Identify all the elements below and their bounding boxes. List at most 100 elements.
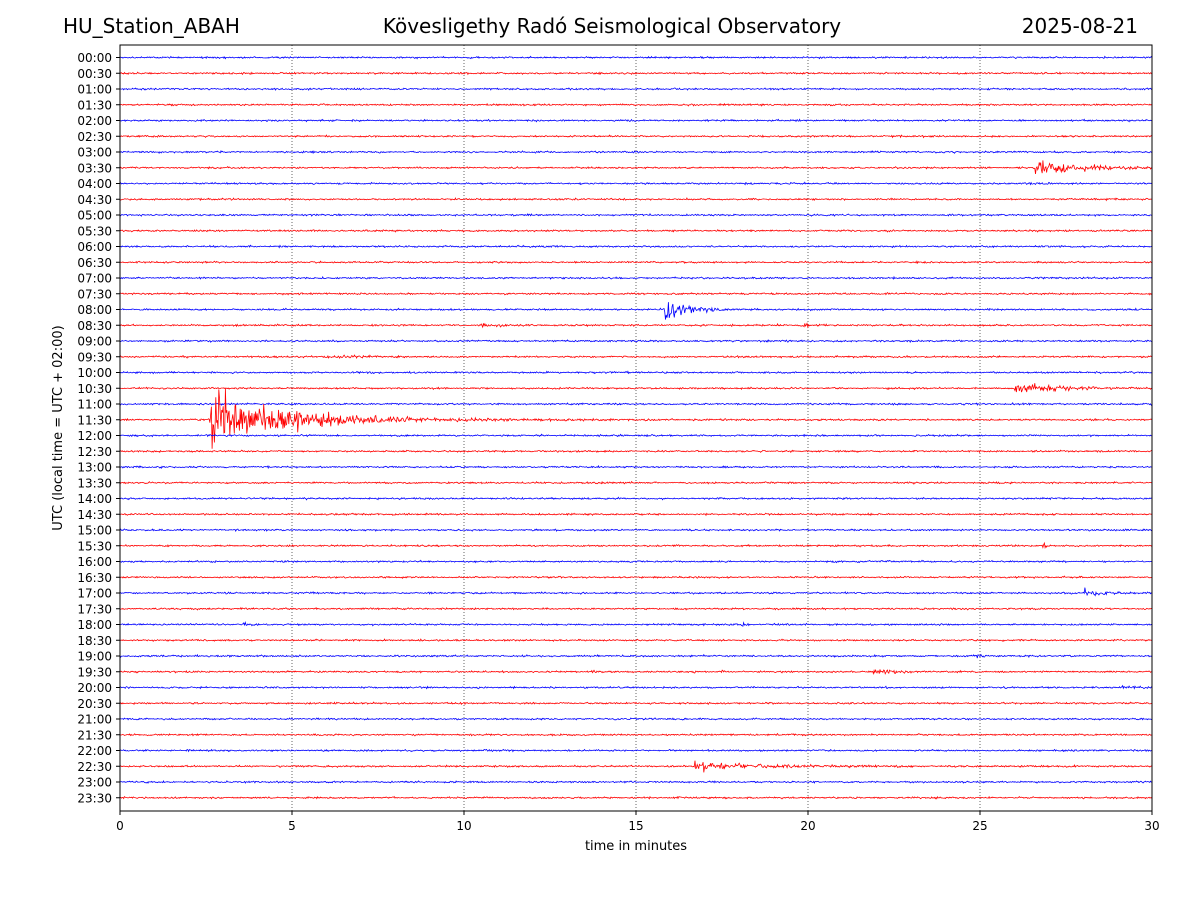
y-tick-label: 10:30	[77, 382, 112, 396]
trace-0230	[119, 134, 1153, 139]
station-name: HU_Station_ABAH	[63, 14, 240, 38]
y-tick-label: 09:00	[77, 335, 112, 349]
trace-1700	[119, 587, 1153, 597]
trace-0530	[119, 228, 1153, 233]
y-tick-label: 07:30	[77, 287, 112, 301]
y-axis-label: UTC (local time = UTC + 02:00)	[51, 325, 66, 530]
y-tick-label: 21:00	[77, 713, 112, 727]
x-tick-label: 15	[628, 819, 643, 833]
trace-2100	[119, 717, 1153, 721]
trace-1800	[119, 620, 1153, 627]
trace-2300	[119, 780, 1153, 784]
trace-1330	[119, 480, 1153, 485]
trace-0200	[119, 118, 1153, 123]
y-tick-label: 16:30	[77, 571, 112, 585]
y-tick-label: 19:00	[77, 650, 112, 664]
trace-1730	[119, 606, 1153, 611]
x-axis-label: time in minutes	[585, 839, 687, 854]
y-tick-label: 08:30	[77, 319, 112, 333]
y-tick-label: 03:30	[77, 161, 112, 175]
y-tick-label: 20:30	[77, 697, 112, 711]
trace-2230	[119, 760, 1153, 773]
chart-date: 2025-08-21	[1021, 14, 1138, 38]
trace-0800	[119, 302, 1153, 320]
trace-1100	[119, 401, 1153, 407]
trace-2130	[119, 732, 1153, 737]
y-tick-label: 18:30	[77, 634, 112, 648]
y-tick-label: 02:30	[77, 130, 112, 144]
trace-1600	[119, 559, 1153, 564]
grid-lines	[291, 45, 981, 811]
y-tick-label: 04:30	[77, 193, 112, 207]
trace-1030	[119, 383, 1153, 393]
trace-0400	[119, 181, 1153, 186]
y-tick-label: 19:30	[77, 665, 112, 679]
trace-1900	[119, 653, 1153, 659]
y-tick-label: 09:30	[77, 350, 112, 364]
y-tick-label: 17:00	[77, 587, 112, 601]
trace-0600	[119, 244, 1153, 249]
y-tick-label: 12:30	[77, 445, 112, 459]
y-tick-label: 15:00	[77, 524, 112, 538]
x-tick-label: 25	[972, 819, 987, 833]
y-tick-label: 23:00	[77, 776, 112, 790]
trace-0830	[119, 322, 1153, 329]
y-tick-label: 06:30	[77, 256, 112, 270]
y-tick-label: 07:00	[77, 272, 112, 286]
y-tick-label: 06:00	[77, 240, 112, 254]
trace-1500	[119, 528, 1153, 532]
x-tick-label: 0	[116, 819, 124, 833]
trace-2330	[119, 795, 1153, 800]
trace-0100	[120, 87, 1153, 91]
trace-1230	[119, 449, 1153, 454]
trace-1630	[119, 575, 1152, 580]
trace-1130	[119, 388, 1153, 449]
trace-0700	[119, 275, 1153, 280]
trace-1930	[119, 668, 1153, 675]
trace-2030	[119, 701, 1153, 706]
y-tick-label: 02:00	[77, 114, 112, 128]
y-tick-label: 10:00	[77, 366, 112, 380]
trace-1400	[119, 496, 1153, 501]
y-tick-label: 05:30	[77, 224, 112, 238]
y-tick-label: 23:30	[77, 791, 112, 805]
trace-0930	[119, 354, 1153, 359]
y-tick-label: 03:00	[77, 146, 112, 160]
y-tick-label: 01:30	[77, 98, 112, 112]
y-tick-label: 17:30	[77, 602, 112, 616]
y-tick-label: 11:30	[77, 413, 112, 427]
x-tick-labels: 0 5 10 15 20 25 30	[116, 811, 1160, 833]
trace-1530	[119, 541, 1153, 550]
trace-0430	[119, 197, 1153, 202]
y-tick-label: 22:30	[77, 760, 112, 774]
y-tick-label: 01:00	[77, 83, 112, 97]
y-tick-label: 22:00	[77, 744, 112, 758]
y-tick-label: 04:00	[77, 177, 112, 191]
y-tick-label: 21:30	[77, 728, 112, 742]
trace-1430	[119, 512, 1153, 517]
trace-0300	[119, 150, 1153, 155]
y-tick-label: 16:00	[77, 555, 112, 569]
trace-2000	[119, 684, 1153, 690]
trace-0030	[119, 71, 1153, 76]
trace-0000	[119, 55, 1153, 60]
chart-title: Kövesligethy Radó Seismological Observat…	[382, 14, 842, 38]
y-tick-label: 05:00	[77, 209, 112, 223]
y-tick-label: 18:00	[77, 618, 112, 632]
y-tick-label: 00:00	[77, 51, 112, 65]
y-tick-label: 12:00	[77, 429, 112, 443]
y-tick-label: 11:00	[77, 398, 112, 412]
trace-0630	[119, 260, 1153, 265]
seismogram-traces	[119, 55, 1153, 800]
y-tick-label: 13:30	[77, 476, 112, 490]
y-tick-label: 13:00	[77, 461, 112, 475]
x-tick-label: 30	[1144, 819, 1159, 833]
x-tick-label: 20	[800, 819, 815, 833]
trace-1300	[119, 464, 1153, 470]
x-tick-label: 10	[456, 819, 471, 833]
trace-0130	[119, 102, 1153, 107]
y-tick-label: 14:30	[77, 508, 112, 522]
trace-2200	[119, 748, 1153, 753]
